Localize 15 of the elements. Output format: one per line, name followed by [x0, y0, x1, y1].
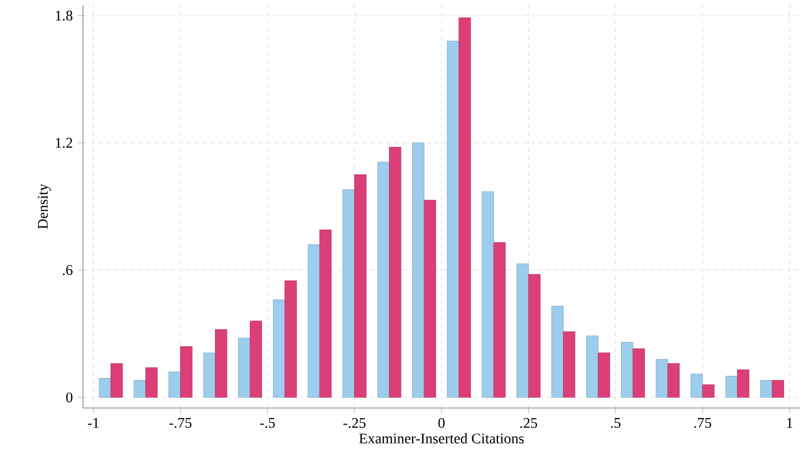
y-axis-title: Density [38, 184, 51, 229]
y-tick-label: 1.8 [56, 10, 72, 21]
x-tick-label: -.75 [169, 418, 192, 428]
x-tick-label: -.5 [260, 418, 275, 428]
x-tick-label: -.25 [343, 418, 366, 428]
x-tick-label: 1 [787, 418, 792, 428]
y-tick-label: 0 [66, 392, 72, 402]
x-tick-label: .25 [520, 418, 538, 428]
x-tick-label: 0 [438, 418, 445, 428]
x-tick-label: -1 [88, 418, 99, 428]
x-tick-label: .75 [694, 418, 712, 428]
y-tick-label: .6 [62, 265, 73, 276]
x-axis-title: Examiner-Inserted Citations [359, 433, 524, 444]
y-tick-label: 1.2 [56, 138, 72, 148]
x-tick-label: .5 [610, 418, 620, 428]
